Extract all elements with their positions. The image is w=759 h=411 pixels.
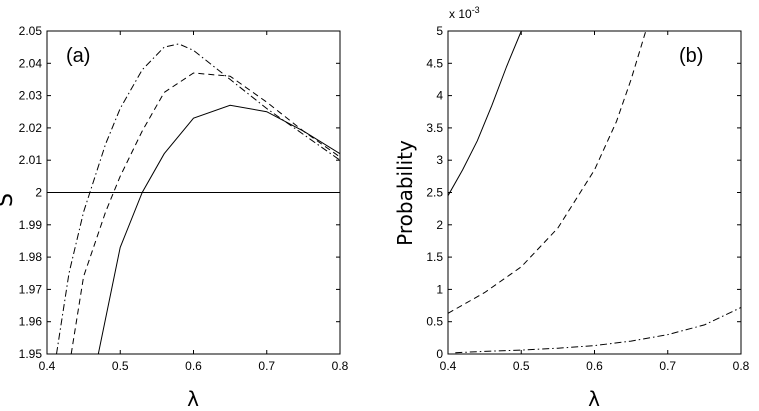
panel-b-y-tick-label: 2 bbox=[436, 218, 443, 232]
panel-b-x-tick-label: 0.8 bbox=[733, 359, 750, 373]
panel-b-series-2-line bbox=[448, 31, 647, 314]
panel-b-x-tick-label: 0.7 bbox=[659, 359, 676, 373]
panel-a-frame bbox=[46, 30, 341, 355]
panel-b-exponent-base: x 10 bbox=[449, 7, 472, 21]
panel-a-y-tick-label: 2.02 bbox=[19, 121, 43, 135]
panel-b-y-tick-label: 2.5 bbox=[426, 186, 443, 200]
panel-b-y-tick-label: 4.5 bbox=[426, 56, 443, 70]
panel-b-curves bbox=[448, 31, 741, 354]
panel-a-y-tick-label: 2.01 bbox=[19, 153, 43, 167]
panel-a-y-tick-label: 2.05 bbox=[19, 24, 43, 38]
panel-b-x-axis-title: λ bbox=[588, 387, 600, 411]
panel-b-label: (b) bbox=[679, 45, 703, 67]
panel-b-y-tick-label: 0 bbox=[436, 347, 443, 361]
panel-a-y-tick-label: 1.95 bbox=[19, 347, 43, 361]
panel-a-y-tick-label: 1.96 bbox=[19, 315, 43, 329]
panel-a-x-tick-label: 0.5 bbox=[112, 359, 129, 373]
panel-a-y-tick-label: 2 bbox=[35, 186, 42, 200]
panel-a-series-2-line bbox=[70, 72, 340, 354]
panel-b-exponent-power: -3 bbox=[472, 5, 480, 15]
panel-a-x-tick-label: 0.6 bbox=[185, 359, 202, 373]
panel-b-x-tick-label: 0.5 bbox=[513, 359, 530, 373]
panel-b-y-axis-title: Probability bbox=[393, 140, 417, 246]
panel-a-y-tick-label: 2.04 bbox=[19, 56, 43, 70]
panel-a-y-tick-label: 2.03 bbox=[19, 89, 43, 103]
panel-a-series-3-line bbox=[56, 43, 340, 354]
panel-a-y-tick-label: 1.98 bbox=[19, 250, 43, 264]
panel-b-y-tick-label: 3.5 bbox=[426, 121, 443, 135]
panel-b-y-tick-label: 0.5 bbox=[426, 315, 443, 329]
panel-b-y-tick-label: 4 bbox=[436, 89, 443, 103]
panel-b-y-tick-label: 5 bbox=[436, 24, 443, 38]
panel-b-y-tick-label: 3 bbox=[436, 153, 443, 167]
panel-b-y-tick-label: 1.5 bbox=[426, 250, 443, 264]
panel-a: 0.4 0.5 0.6 0.7 0.8 1.95 1.96 1.97 1.98 1.99 2 2.0… bbox=[0, 24, 349, 411]
panel-a-y-tick-label: 1.99 bbox=[19, 218, 43, 232]
panel-b-x-tick-label: 0.6 bbox=[586, 359, 603, 373]
panel-b: 0.4 0.5 0.6 0.7 0.8 0 0.5 1 1.5 2 2.5 3 3.5 4 4.5 5 (b… bbox=[393, 5, 750, 411]
panel-a-x-ticks: 0.4 0.5 0.6 0.7 0.8 bbox=[39, 31, 349, 373]
panel-a-x-tick-label: 0.8 bbox=[332, 359, 349, 373]
panel-b-series-3-line bbox=[455, 307, 741, 354]
panel-b-series-1-line bbox=[448, 31, 522, 196]
panel-b-x-ticks: 0.4 0.5 0.6 0.7 0.8 bbox=[440, 31, 750, 373]
panel-a-x-tick-label: 0.4 bbox=[39, 359, 56, 373]
panel-a-x-axis-title: λ bbox=[187, 387, 199, 411]
panel-b-frame bbox=[447, 30, 742, 355]
panel-a-y-axis-title: S bbox=[0, 193, 18, 207]
panel-b-y-tick-label: 1 bbox=[436, 282, 443, 296]
panel-a-x-tick-label: 0.7 bbox=[258, 359, 275, 373]
panel-a-series-1-line bbox=[97, 104, 340, 354]
panel-b-y-ticks: 0 0.5 1 1.5 2 2.5 3 3.5 4 4.5 5 bbox=[426, 24, 741, 361]
panel-a-label: (a) bbox=[66, 45, 90, 67]
panel-a-curves bbox=[47, 43, 340, 354]
panel-b-x-tick-label: 0.4 bbox=[440, 359, 457, 373]
panel-b-exponent-label: x 10-3 bbox=[449, 5, 480, 21]
panel-a-y-ticks: 1.95 1.96 1.97 1.98 1.99 2 2.01 2.02 2.03 2.04 2.0… bbox=[19, 24, 340, 361]
panel-a-y-tick-label: 1.97 bbox=[19, 282, 43, 296]
